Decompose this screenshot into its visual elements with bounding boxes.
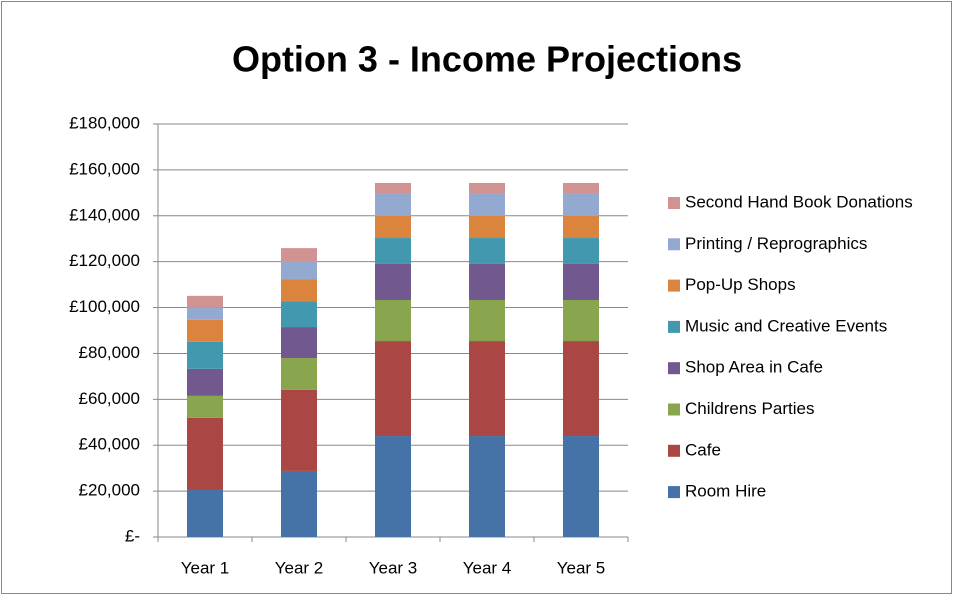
- bar-segment: [563, 436, 599, 537]
- bar-segment: [469, 238, 505, 264]
- y-tick-label: £120,000: [69, 251, 140, 270]
- legend-swatch: [668, 403, 680, 416]
- legend-swatch: [668, 362, 680, 375]
- bar-segment: [281, 358, 317, 390]
- bar-segment: [187, 295, 223, 308]
- legend-label: Second Hand Book Donations: [685, 192, 913, 211]
- bar-segment: [187, 341, 223, 369]
- bar-segment: [469, 193, 505, 217]
- legend-swatch: [668, 279, 680, 292]
- bar-segment: [563, 299, 599, 342]
- legend-label: Pop-Up Shops: [685, 275, 796, 294]
- legend-label: Printing / Reprographics: [685, 234, 867, 253]
- y-tick-label: £100,000: [69, 297, 140, 316]
- bar-segment: [187, 417, 223, 490]
- bar-segment: [281, 248, 317, 262]
- bar-segment: [469, 299, 505, 342]
- bar-segment: [281, 389, 317, 471]
- bar-segment: [187, 319, 223, 342]
- bar-segment: [563, 193, 599, 217]
- bar-segment: [187, 395, 223, 418]
- legend-label: Shop Area in Cafe: [685, 358, 823, 377]
- x-tick-label: Year 1: [181, 558, 230, 577]
- legend-label: Childrens Parties: [685, 399, 814, 418]
- bar-segment: [281, 470, 317, 537]
- bar-segment: [375, 182, 411, 194]
- bar-segment: [187, 489, 223, 537]
- bar-segment: [563, 182, 599, 194]
- bar-segment: [281, 327, 317, 359]
- legend-label: Room Hire: [685, 482, 766, 501]
- bar-segment: [187, 307, 223, 320]
- bar-segment: [187, 368, 223, 396]
- y-tick-label: £140,000: [69, 205, 140, 224]
- y-tick-label: £20,000: [79, 481, 140, 500]
- bar-segment: [375, 238, 411, 264]
- bar-segment: [563, 263, 599, 300]
- legend-swatch: [668, 197, 680, 209]
- bar-segment: [469, 263, 505, 300]
- bar-segment: [469, 216, 505, 239]
- legend-swatch: [668, 238, 680, 251]
- x-tick-label: Year 2: [275, 558, 324, 577]
- bar-segment: [281, 301, 317, 328]
- y-tick-label: £80,000: [79, 343, 140, 362]
- bar-segment: [375, 436, 411, 537]
- bar-segment: [375, 299, 411, 342]
- bar-segment: [469, 436, 505, 537]
- bar-segment: [281, 279, 317, 302]
- legend-label: Cafe: [685, 440, 721, 459]
- bar-segment: [375, 341, 411, 437]
- bar-segment: [563, 238, 599, 264]
- bar-segment: [375, 216, 411, 239]
- bar-segment: [563, 216, 599, 239]
- y-tick-label: £60,000: [79, 389, 140, 408]
- bar-segment: [375, 263, 411, 300]
- y-tick-label: £180,000: [69, 113, 140, 132]
- bar-segment: [469, 341, 505, 437]
- legend-swatch: [668, 444, 680, 457]
- chart-title: Option 3 - Income Projections: [232, 39, 742, 80]
- x-tick-label: Year 3: [369, 558, 418, 577]
- y-tick-label: £40,000: [79, 435, 140, 454]
- bar-segment: [375, 193, 411, 217]
- bar-segment: [281, 261, 317, 280]
- x-tick-label: Year 5: [557, 558, 606, 577]
- y-tick-label: £160,000: [69, 159, 140, 178]
- legend-swatch: [668, 320, 680, 333]
- bar-segment: [563, 341, 599, 437]
- legend-swatch: [668, 486, 680, 499]
- legend-label: Music and Creative Events: [685, 316, 887, 335]
- y-tick-label: £-: [125, 526, 140, 545]
- x-tick-label: Year 4: [463, 558, 512, 577]
- bar-segment: [469, 182, 505, 194]
